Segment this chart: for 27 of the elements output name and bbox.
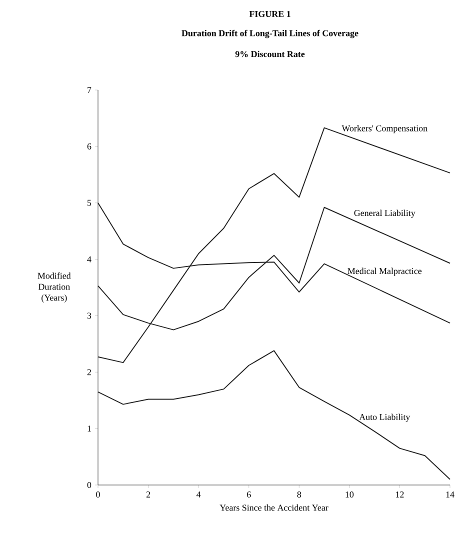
y-tick-label: 1 xyxy=(88,426,91,432)
y-tick-label: 6 xyxy=(87,143,92,150)
line-series xyxy=(98,350,451,480)
line-series xyxy=(98,127,451,364)
x-axis-title: Years Since the Accident Year xyxy=(220,504,328,511)
x-tick-label: 0 xyxy=(96,492,100,498)
series-label: Medical Malpractice xyxy=(348,268,422,276)
x-tick-label: 10 xyxy=(346,492,354,498)
y-axis-title: Modified Duration (Years) xyxy=(38,272,71,303)
y-tick-label: 3 xyxy=(87,312,92,319)
series-label: General Liability xyxy=(354,210,416,218)
y-tick-label: 2 xyxy=(87,369,91,376)
y-tick-label: 0 xyxy=(87,482,92,488)
y-tick-label: 5 xyxy=(88,200,92,206)
x-tick-label: 4 xyxy=(196,492,201,498)
x-tick-label: 12 xyxy=(396,492,404,498)
x-tick-label: 6 xyxy=(247,492,251,498)
x-tick-label: 8 xyxy=(297,492,302,498)
chart-title: FIGURE 1 xyxy=(249,10,290,18)
chart-subtitle: Duration Drift of Long-Tail Lines of Coverage xyxy=(182,30,358,38)
x-tick-label: 14 xyxy=(446,492,454,498)
series-label: Workers' Compensation xyxy=(342,125,428,134)
x-tick-label: 2 xyxy=(146,492,150,498)
y-tick-label: 4 xyxy=(87,256,92,262)
text: 9% Discount Rate xyxy=(235,50,305,58)
y-tick-label: 7 xyxy=(88,87,92,93)
series-label: Auto Liability xyxy=(359,414,410,422)
